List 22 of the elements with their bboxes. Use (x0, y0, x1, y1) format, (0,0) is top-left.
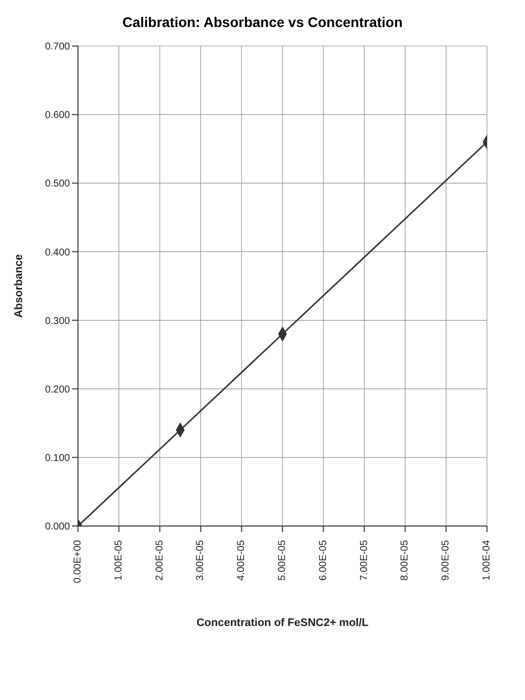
x-tick-label: 6.00E-05 (318, 540, 329, 581)
chart-title: Calibration: Absorbance vs Concentration (121, 14, 404, 30)
x-tick-label: 4.00E-05 (236, 540, 248, 581)
y-axis-title: Absorbance (12, 254, 25, 318)
y-tick-label: 0.600 (44, 110, 70, 122)
x-axis-title: Concentration of FeSNC2+ mol/L (196, 617, 369, 629)
y-tick-label: 0.700 (44, 42, 70, 53)
x-tick-label: 1.00E-04 (482, 540, 492, 581)
y-tick-label: 0.200 (44, 384, 70, 396)
y-tick-label: 0.000 (44, 522, 70, 533)
x-tick-label: 0.00E+00 (72, 540, 84, 584)
y-tick-label: 0.500 (44, 178, 70, 190)
y-tick-label: 0.400 (44, 247, 70, 258)
x-tick-label: 2.00E-05 (154, 540, 166, 581)
x-tick-label: 7.00E-05 (358, 540, 370, 581)
x-tick-label: 5.00E-05 (277, 540, 288, 581)
y-tick-label: 0.300 (44, 316, 70, 327)
x-tick-label: 8.00E-05 (400, 540, 411, 581)
y-tick-label: 0.100 (44, 452, 70, 464)
x-tick-label: 3.00E-05 (195, 540, 206, 581)
x-tick-label: 1.00E-05 (113, 540, 124, 581)
x-tick-label: 9.00E-05 (440, 540, 452, 581)
